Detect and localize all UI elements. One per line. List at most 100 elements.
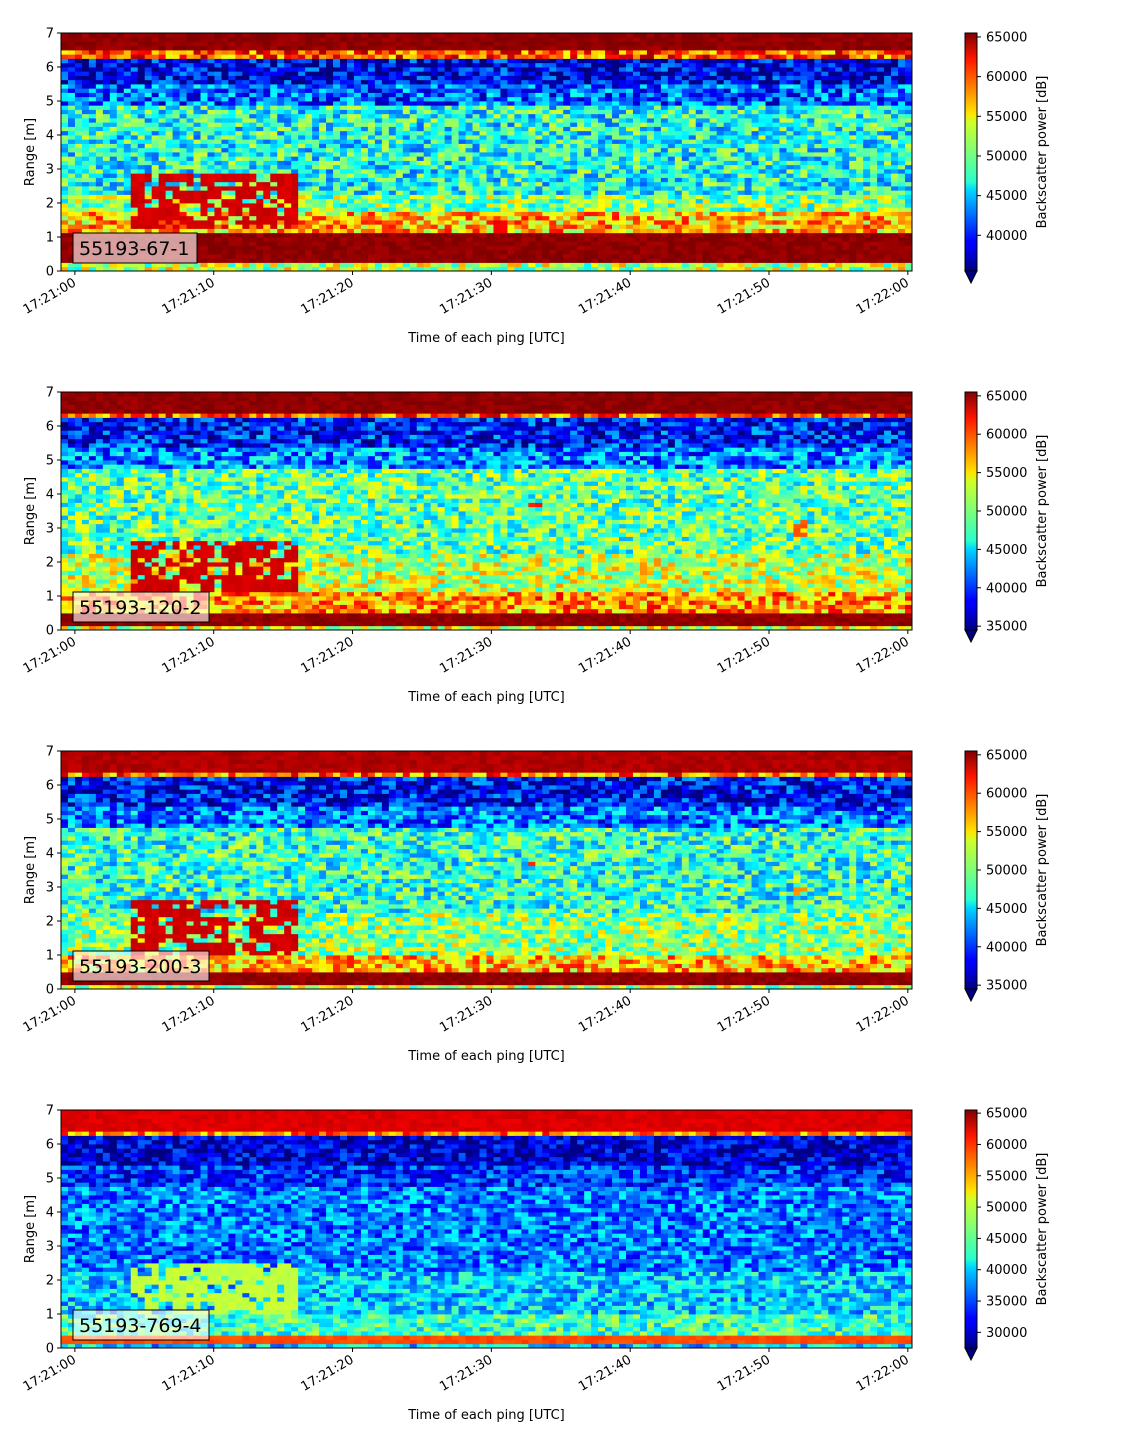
heatmap-cell xyxy=(382,114,389,119)
heatmap-cell xyxy=(396,50,403,55)
heatmap-cell xyxy=(668,114,675,119)
heatmap-cell xyxy=(459,233,466,238)
heatmap-cell xyxy=(75,54,82,59)
heatmap-cell xyxy=(626,156,633,161)
heatmap-cell xyxy=(263,88,270,93)
heatmap-cell xyxy=(584,144,591,149)
heatmap-cell xyxy=(452,67,459,72)
heatmap-cell xyxy=(305,182,312,187)
heatmap-cell xyxy=(333,169,340,174)
heatmap-cell xyxy=(375,50,382,55)
heatmap-cell xyxy=(382,131,389,136)
heatmap-cell xyxy=(319,127,326,132)
heatmap-cell xyxy=(270,152,277,157)
heatmap-cell xyxy=(368,190,375,195)
heatmap-cell xyxy=(347,250,354,255)
heatmap-cell xyxy=(480,37,487,42)
heatmap-cell xyxy=(661,246,668,251)
heatmap-cell xyxy=(473,182,480,187)
heatmap-cell xyxy=(298,118,305,123)
heatmap-cell xyxy=(661,110,668,115)
heatmap-cell xyxy=(159,59,166,64)
heatmap-cell xyxy=(619,178,626,183)
heatmap-cell xyxy=(417,156,424,161)
heatmap-cell xyxy=(277,105,284,110)
heatmap-cell xyxy=(417,93,424,98)
heatmap-cell xyxy=(214,118,221,123)
heatmap-cell xyxy=(507,216,514,221)
heatmap-cell xyxy=(152,144,159,149)
heatmap-cell xyxy=(270,250,277,255)
heatmap-cell xyxy=(640,127,647,132)
heatmap-cell xyxy=(556,59,563,64)
heatmap-cell xyxy=(438,148,445,153)
heatmap-cell xyxy=(221,139,228,144)
heatmap-cell xyxy=(347,169,354,174)
heatmap-cell xyxy=(326,178,333,183)
heatmap-cell xyxy=(521,71,528,76)
heatmap-cell xyxy=(466,37,473,42)
heatmap-cell xyxy=(333,139,340,144)
heatmap-cell xyxy=(103,59,110,64)
heatmap-cell xyxy=(438,118,445,123)
heatmap-cell xyxy=(312,203,319,208)
heatmap-cell xyxy=(110,46,117,51)
heatmap-cell xyxy=(375,156,382,161)
heatmap-cell xyxy=(284,258,291,263)
heatmap-cell xyxy=(214,207,221,212)
heatmap-cell xyxy=(68,190,75,195)
heatmap-cell xyxy=(333,241,340,246)
heatmap-cell xyxy=(410,199,417,204)
heatmap-cell xyxy=(82,169,89,174)
heatmap-cell xyxy=(347,105,354,110)
heatmap-cell xyxy=(354,131,361,136)
heatmap-cell xyxy=(68,101,75,106)
heatmap-cell xyxy=(584,101,591,106)
heatmap-cell xyxy=(61,182,68,187)
heatmap-cell xyxy=(368,76,375,81)
heatmap-cell xyxy=(556,182,563,187)
heatmap-cell xyxy=(577,110,584,115)
heatmap-cell xyxy=(166,224,173,229)
heatmap-cell xyxy=(375,110,382,115)
heatmap-cell xyxy=(298,93,305,98)
heatmap-cell xyxy=(256,110,263,115)
heatmap-cell xyxy=(138,71,145,76)
heatmap-cell xyxy=(396,224,403,229)
heatmap-cell xyxy=(68,46,75,51)
heatmap-cell xyxy=(438,246,445,251)
heatmap-cell xyxy=(382,220,389,225)
heatmap-cell xyxy=(389,241,396,246)
heatmap-cell xyxy=(570,80,577,85)
heatmap-cell xyxy=(535,220,542,225)
heatmap-cell xyxy=(375,105,382,110)
heatmap-cell xyxy=(242,33,249,38)
heatmap-cell xyxy=(96,105,103,110)
heatmap-cell xyxy=(96,135,103,140)
heatmap-cell xyxy=(361,212,368,217)
heatmap-cell xyxy=(668,33,675,38)
heatmap-cell xyxy=(612,250,619,255)
heatmap-cell xyxy=(661,254,668,259)
heatmap-cell xyxy=(493,84,500,89)
heatmap-cell xyxy=(438,50,445,55)
heatmap-cell xyxy=(96,203,103,208)
heatmap-cell xyxy=(110,152,117,157)
heatmap-cell xyxy=(284,250,291,255)
heatmap-cell xyxy=(563,59,570,64)
heatmap-cell xyxy=(131,178,138,183)
heatmap-cell xyxy=(654,50,661,55)
heatmap-cell xyxy=(647,182,654,187)
heatmap-cell xyxy=(556,42,563,47)
heatmap-cell xyxy=(194,118,201,123)
heatmap-cell xyxy=(263,229,270,234)
heatmap-cell xyxy=(319,63,326,68)
heatmap-cell xyxy=(270,263,277,268)
heatmap-cell xyxy=(396,63,403,68)
heatmap-cell xyxy=(577,135,584,140)
heatmap-cell xyxy=(563,263,570,268)
heatmap-cell xyxy=(396,258,403,263)
heatmap-cell xyxy=(117,135,124,140)
heatmap-cell xyxy=(452,80,459,85)
heatmap-cell xyxy=(270,212,277,217)
